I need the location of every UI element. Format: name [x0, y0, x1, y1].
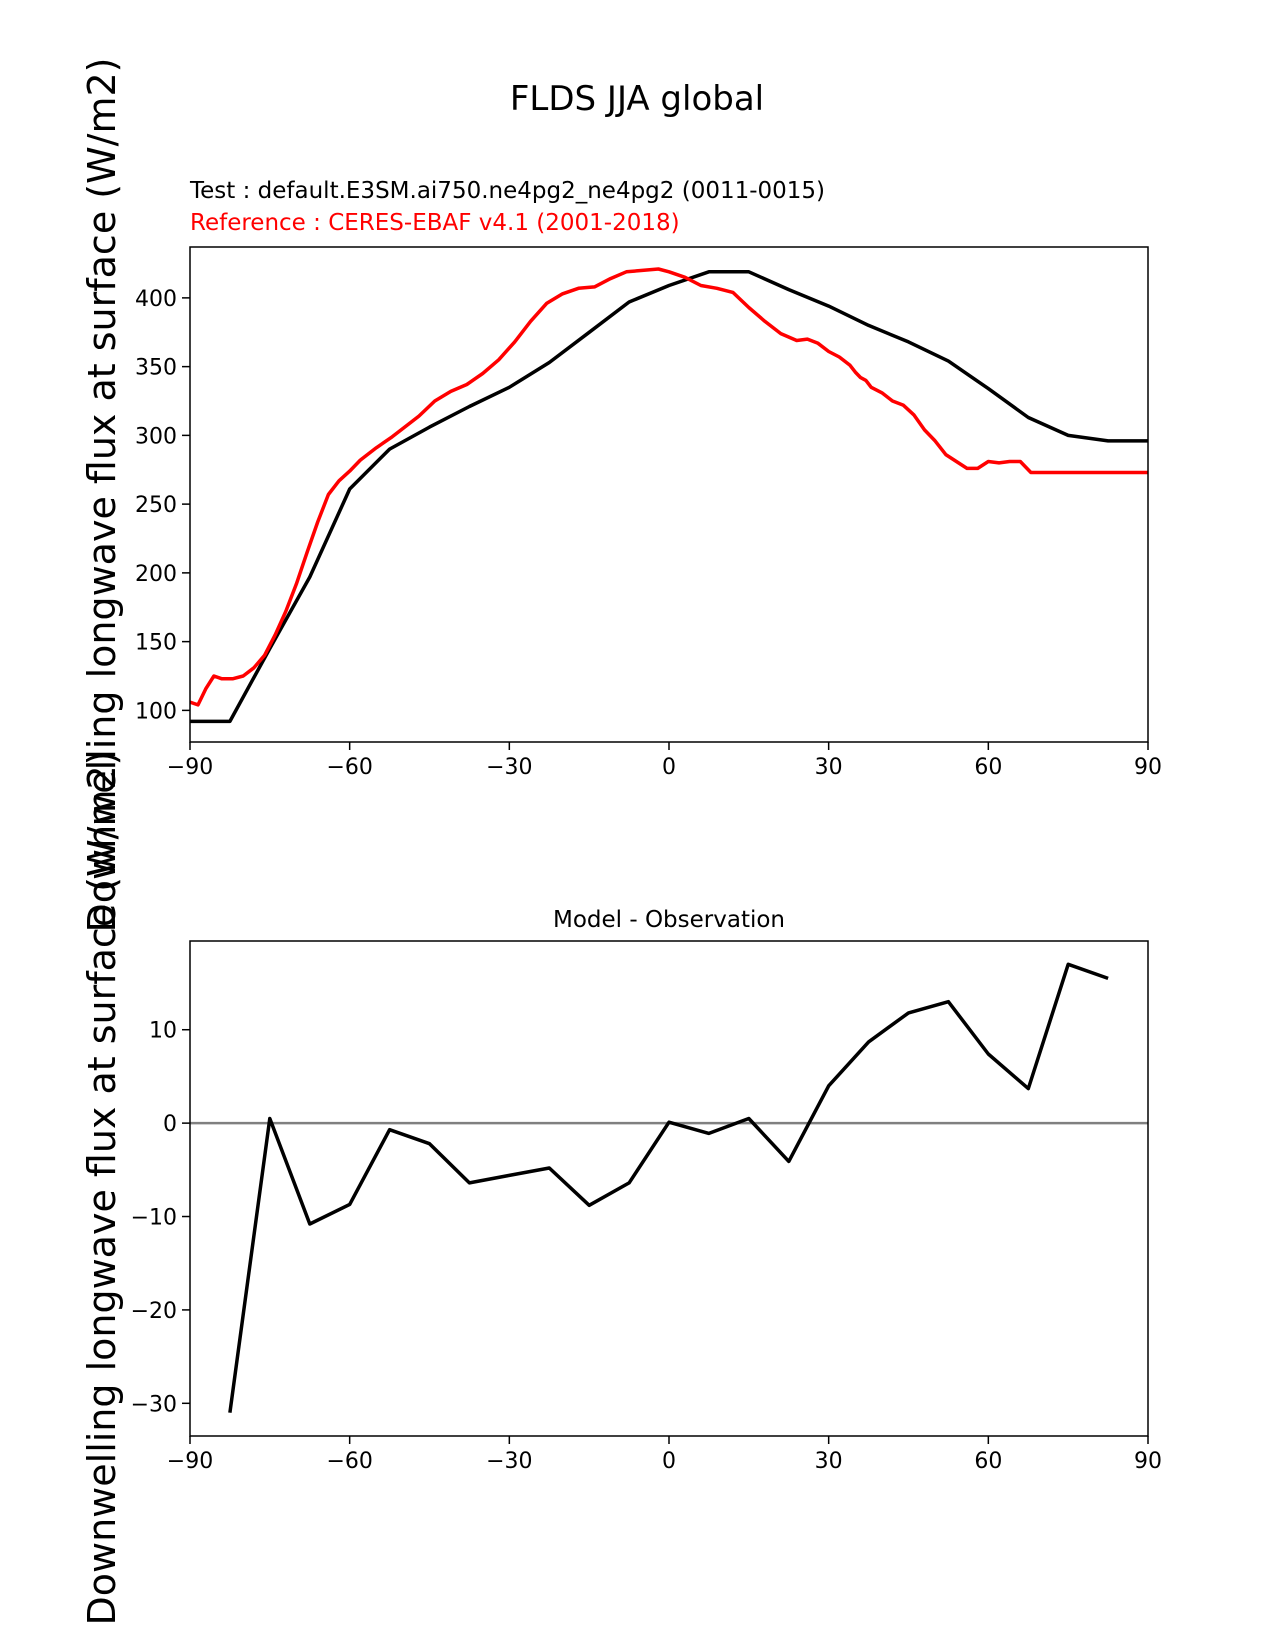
- top-x-tick-label: −30: [486, 755, 532, 780]
- test-label: Test : default.E3SM.ai750.ne4pg2_ne4pg2 …: [189, 178, 825, 204]
- bottom-series-layer: [190, 962, 1148, 1413]
- bottom-x-tick-label: −90: [167, 1449, 213, 1474]
- bottom-y-tick-label: −20: [131, 1299, 177, 1324]
- top-y-tick-label: 350: [135, 356, 177, 381]
- top-y-tick-label: 200: [135, 562, 177, 587]
- top-y-tick-label: 250: [135, 493, 177, 518]
- top-series-line-1: [189, 267, 1148, 707]
- bottom-y-axis-label: Downwelling longwave flux at surface (W/…: [80, 750, 124, 1625]
- bottom-plot-frame: [189, 940, 1149, 1437]
- reference-label: Reference : CERES-EBAF v4.1 (2001-2018): [190, 210, 680, 236]
- bottom-x-tick-label: 90: [1134, 1449, 1162, 1474]
- top-x-tick-label: −60: [326, 755, 372, 780]
- top-y-tick-label: 150: [135, 631, 177, 656]
- bottom-y-tick-label: −30: [131, 1392, 177, 1417]
- bottom-x-tick-label: 0: [662, 1449, 676, 1474]
- top-x-tick-label: 30: [815, 755, 843, 780]
- top-x-tick-label: −90: [167, 755, 213, 780]
- bottom-panel-title: Model - Observation: [553, 907, 785, 933]
- top-x-tick-label: 90: [1134, 755, 1162, 780]
- bottom-panel: Model - Observation −90 −60 −30 0 30 60 90−30−…: [131, 907, 1162, 1474]
- top-series-line-0: [190, 270, 1148, 724]
- top-series-layer: [189, 267, 1148, 724]
- bottom-y-tick-label: 0: [163, 1112, 177, 1137]
- top-ticks-layer: −90 −60 −30 0 30 60 90 100 150 200 250 300 350 400: [135, 287, 1162, 780]
- bottom-x-tick-label: 30: [815, 1449, 843, 1474]
- top-y-axis-label: Downwelling longwave flux at surface (W/…: [80, 57, 124, 932]
- bottom-series-line-0: [228, 962, 1109, 1413]
- bottom-x-tick-label: 60: [974, 1449, 1002, 1474]
- figure-title: FLDS JJA global: [510, 79, 764, 119]
- top-y-tick-label: 400: [135, 287, 177, 312]
- top-panel: Test : default.E3SM.ai750.ne4pg2_ne4pg2 …: [135, 178, 1162, 780]
- top-x-tick-label: 0: [662, 755, 676, 780]
- top-y-tick-label: 300: [135, 424, 177, 449]
- top-plot-frame: [189, 246, 1149, 743]
- bottom-ticks-layer: −90 −60 −30 0 30 60 90 −30 −20 −10 0 10: [131, 1019, 1162, 1474]
- bottom-y-tick-label: 10: [149, 1019, 177, 1044]
- top-x-tick-label: 60: [974, 755, 1002, 780]
- bottom-y-tick-label: −10: [131, 1206, 177, 1231]
- bottom-x-tick-label: −30: [486, 1449, 532, 1474]
- top-y-tick-label: 100: [135, 699, 177, 724]
- bottom-x-tick-label: −60: [326, 1449, 372, 1474]
